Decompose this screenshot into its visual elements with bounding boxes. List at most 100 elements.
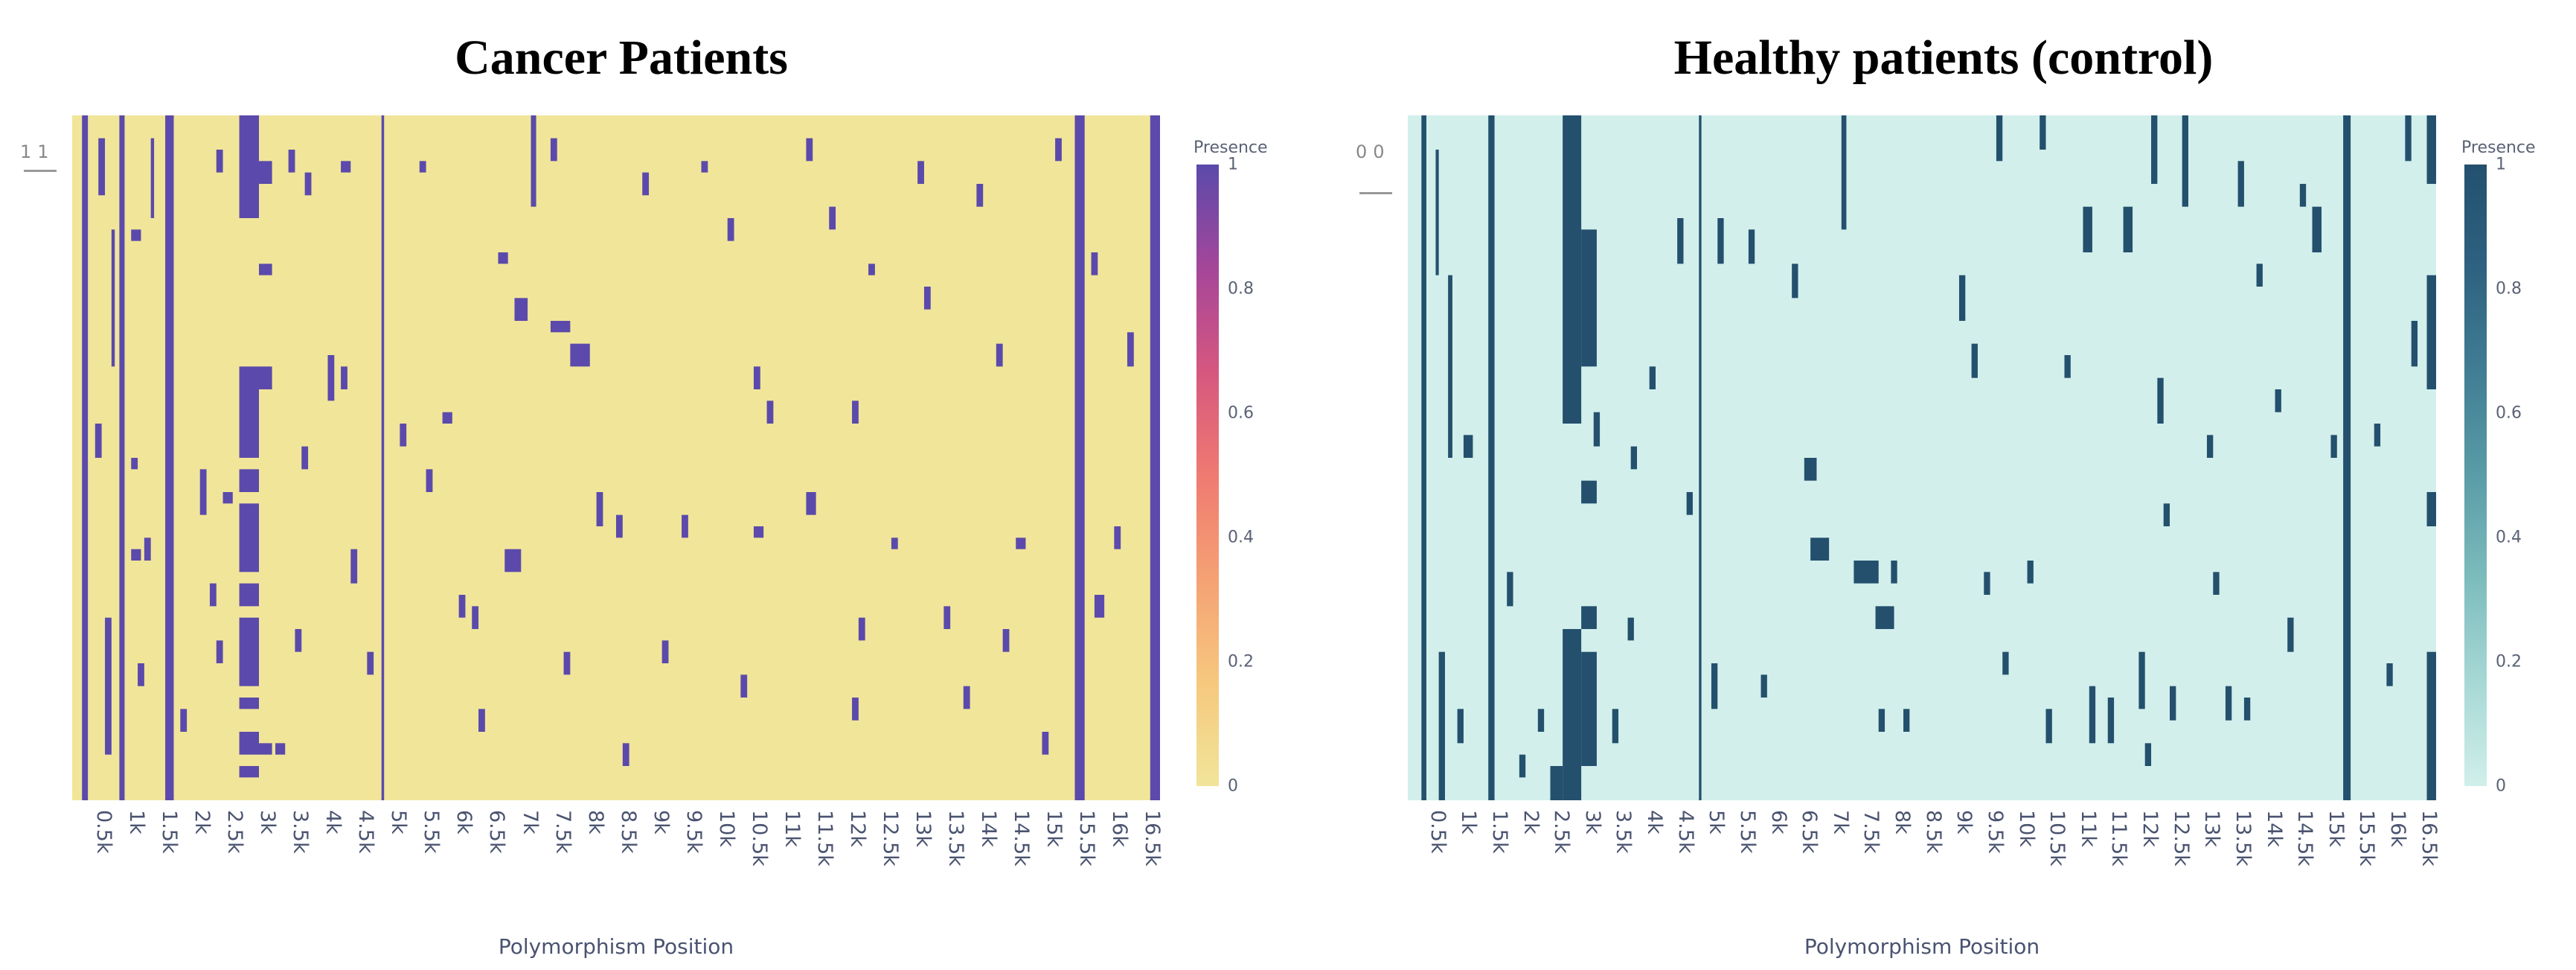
- heatmap-cell-present: [1958, 275, 1966, 321]
- heatmap-cell-present: [753, 366, 760, 389]
- heatmap-cell-present: [1875, 606, 1894, 629]
- heatmap-cell-present: [976, 184, 984, 207]
- heatmap-cell-present: [996, 343, 1003, 367]
- x-tick-label: 10.5k: [2045, 810, 2069, 867]
- heatmap-cell-present: [682, 514, 688, 538]
- heatmap-cell-present: [1649, 366, 1656, 389]
- colorbar-tick-label: 0.8: [2496, 279, 2522, 299]
- x-tick-label: 9.5k: [1983, 810, 2007, 854]
- heatmap-cell-present: [1984, 572, 1990, 595]
- heatmap-cell-present: [150, 138, 155, 218]
- x-tick-label: 16.5k: [2417, 810, 2441, 867]
- heatmap-cell-present: [301, 446, 309, 470]
- colorbar-tick-label: 1: [2496, 155, 2506, 174]
- heatmap-cell-present: [1581, 606, 1597, 629]
- heatmap-cell-present: [180, 709, 188, 732]
- heatmap-cell-present: [2374, 424, 2381, 447]
- x-tick-label: 13k: [911, 810, 935, 847]
- heatmap-cell-present: [1074, 115, 1085, 800]
- x-tick-label: 4.5k: [354, 810, 378, 854]
- heatmap-cell-present: [1055, 138, 1062, 162]
- heatmap-cell-present: [1686, 492, 1693, 515]
- heatmap-cell-present: [304, 172, 312, 196]
- x-tick-label: 2k: [190, 810, 214, 835]
- x-tick-label: 12.5k: [2169, 810, 2193, 867]
- heatmap-cell-present: [216, 640, 223, 663]
- heatmap-cell-present: [111, 229, 115, 367]
- x-tick-label: 0.5k: [1426, 810, 1449, 854]
- x-tick-label: 10k: [714, 810, 738, 847]
- x-tick-label: 6.5k: [1798, 810, 1822, 854]
- x-tick-label: 14.5k: [1010, 810, 1034, 867]
- heatmap-cell-present: [2343, 115, 2351, 800]
- heatmap-cell-present: [642, 172, 650, 196]
- y-tick-label: 1: [37, 141, 55, 162]
- x-tick-label: 2.5k: [1550, 810, 1574, 854]
- heatmap-cell-present: [259, 264, 272, 275]
- heatmap-cell-present: [119, 115, 125, 800]
- heatmap-cell-present: [442, 412, 452, 424]
- heatmap-svg: [1408, 115, 2436, 800]
- heatmap-cell-present: [852, 401, 859, 424]
- x-tick-label: 13.5k: [2231, 810, 2255, 867]
- heatmap-cell-present: [963, 686, 970, 709]
- heatmap-cell-present: [531, 115, 536, 207]
- x-tick-label: 15k: [2324, 810, 2348, 847]
- heatmap-cell-present: [727, 218, 734, 241]
- heatmap-cell-present: [2157, 377, 2164, 424]
- colorbar-tick-label: 0.6: [2496, 403, 2522, 423]
- heatmap-cell-present: [2002, 651, 2009, 675]
- heatmap-cell-present: [829, 206, 836, 230]
- colorbar-tick-label: 0.6: [1228, 403, 1254, 423]
- heatmap-cell-present: [367, 651, 374, 675]
- heatmap-cell-present: [1699, 115, 1702, 800]
- x-tick-label: 12k: [845, 810, 869, 847]
- heatmap-cell-present: [2426, 275, 2436, 389]
- heatmap-cell-present: [1630, 446, 1638, 470]
- heatmap-cell-present: [570, 343, 590, 367]
- heatmap-cell-present: [1519, 754, 1526, 778]
- x-tick-label: 13k: [2200, 810, 2224, 847]
- heatmap-cell-present: [2426, 115, 2436, 184]
- heatmap-cell-present: [138, 663, 144, 686]
- heatmap-cell-present: [1612, 709, 1619, 744]
- heatmap-background-absent: [72, 115, 1160, 800]
- heatmap-cell-present: [1841, 115, 1847, 230]
- heatmap-cell-present: [295, 629, 302, 652]
- heatmap-cell-present: [2275, 389, 2281, 412]
- colorbar-tick-label: 0.2: [2496, 652, 2522, 671]
- heatmap-cell-present: [1094, 595, 1105, 618]
- x-tick-label: 5k: [387, 810, 411, 835]
- x-tick-label: 10.5k: [747, 810, 771, 867]
- y-tick-label: 0: [1373, 141, 1391, 162]
- heatmap-cell-present: [550, 321, 571, 333]
- heatmap-cell-present: [1563, 115, 1582, 424]
- heatmap-cell-present: [2107, 698, 2115, 744]
- heatmap-cell-present: [1448, 275, 1452, 458]
- heatmap-cell-present: [1792, 264, 1798, 299]
- x-tick-label: 6k: [1766, 810, 1790, 835]
- heatmap-cell-present: [239, 115, 260, 218]
- heatmap-cell-present: [2299, 184, 2307, 207]
- y-tick-labels: 11: [20, 141, 55, 162]
- heatmap-cell-present: [2256, 264, 2263, 287]
- x-tick-label: 7.5k: [1859, 810, 1883, 854]
- x-tick-label: 15k: [1042, 810, 1066, 847]
- heatmap-cell-present: [478, 709, 485, 732]
- heatmap-cell-present: [2386, 663, 2393, 686]
- heatmap-cell-present: [239, 469, 260, 492]
- heatmap-cell-present: [498, 252, 508, 264]
- heatmap-cell-present: [2144, 743, 2152, 766]
- x-tick-label: 3k: [1580, 810, 1604, 835]
- heatmap-cell-present: [1150, 115, 1160, 800]
- heatmap-cell-present: [2237, 161, 2244, 207]
- heatmap-cell-present: [1421, 115, 1426, 800]
- heatmap-cell-present: [1463, 435, 1473, 458]
- heatmap-cell-present: [400, 424, 407, 447]
- heatmap-cell-present: [2206, 435, 2214, 458]
- heatmap-cell-present: [199, 469, 207, 515]
- heatmap-cell-present: [1711, 663, 1718, 709]
- heatmap-cell-present: [1677, 218, 1684, 264]
- x-tick-label: 2k: [1519, 810, 1542, 835]
- heatmap-cell-present: [472, 606, 479, 629]
